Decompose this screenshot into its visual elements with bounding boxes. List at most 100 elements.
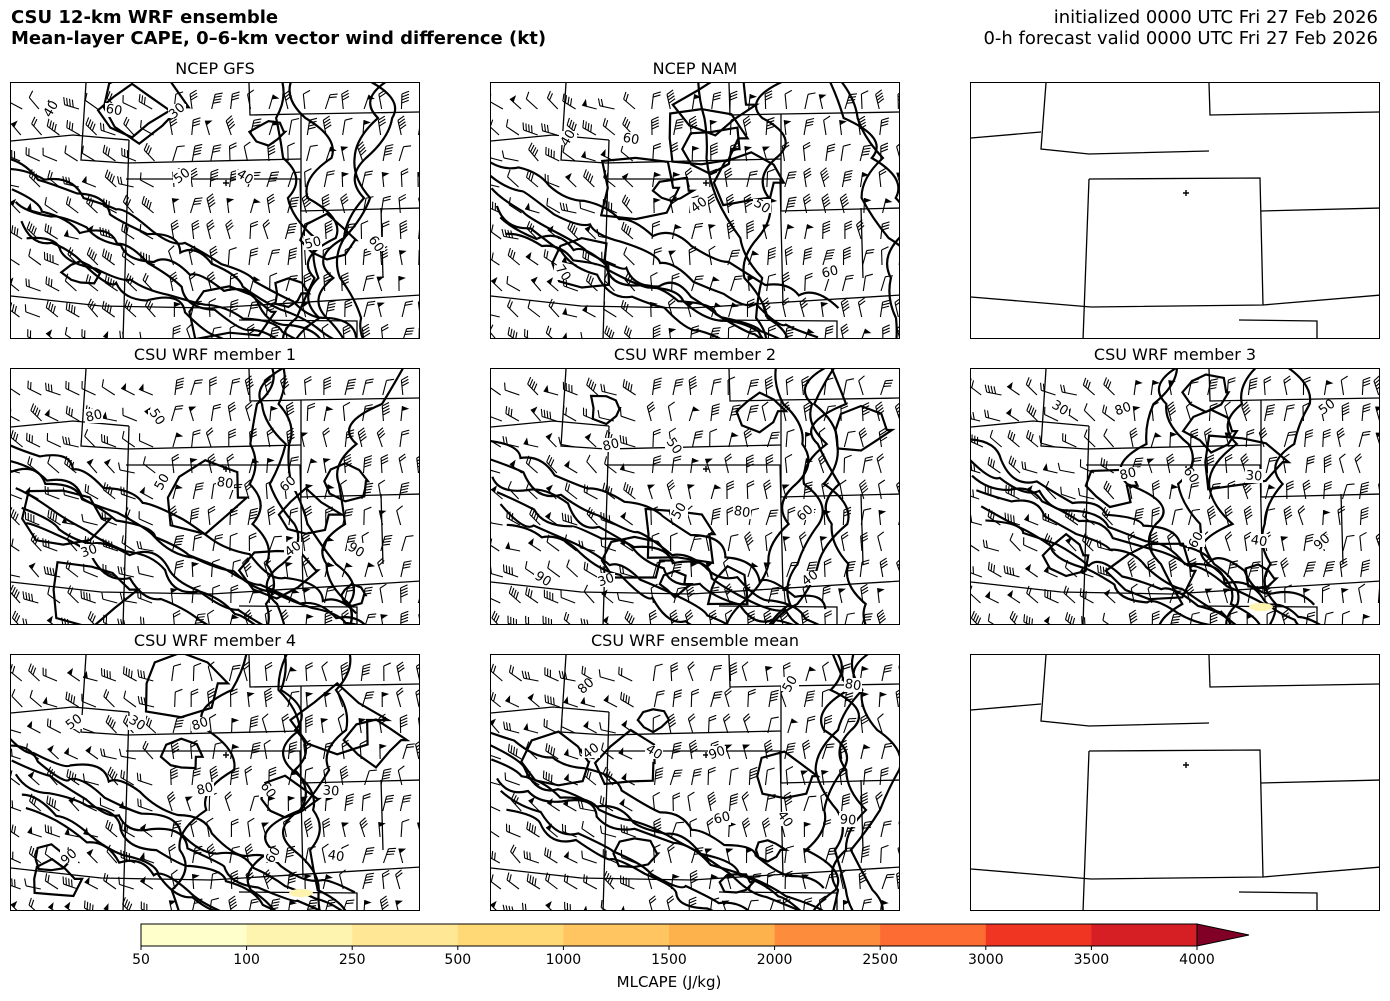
wind-barb xyxy=(1203,427,1212,448)
wind-barb xyxy=(821,479,829,500)
wind-barb xyxy=(266,171,280,188)
wind-barb xyxy=(1360,559,1371,578)
wind-barb xyxy=(300,432,309,448)
wind-barb xyxy=(1204,588,1213,604)
state-border xyxy=(1040,369,1262,450)
wind-barb xyxy=(841,847,854,864)
wind-barb xyxy=(417,713,419,734)
wind-barb xyxy=(418,224,419,240)
wind-barb xyxy=(190,300,202,318)
contour-label: 30 xyxy=(596,571,617,591)
wind-barb xyxy=(819,536,828,552)
wind-barb xyxy=(105,819,118,838)
wind-barb xyxy=(577,800,596,812)
contour-label: 50 xyxy=(780,673,801,695)
wind-barb xyxy=(320,718,329,734)
wind-barb xyxy=(491,872,502,890)
wind-barb xyxy=(244,479,253,500)
wind-barb xyxy=(783,120,792,136)
wind-barb xyxy=(761,817,771,838)
wind-barb xyxy=(670,142,679,162)
wind-barb xyxy=(896,323,899,338)
contour-label-bg xyxy=(645,745,663,759)
contour-label-bg xyxy=(670,504,688,518)
wind-barb xyxy=(45,382,61,396)
wind-barb xyxy=(1373,375,1379,396)
wind-barb xyxy=(768,689,779,708)
contour-label: 30 xyxy=(79,542,100,562)
wind-barb xyxy=(190,898,203,910)
wind-barb xyxy=(566,559,579,578)
wind-barb xyxy=(118,748,136,760)
wind-barb xyxy=(63,229,79,240)
wind-barb xyxy=(230,744,240,760)
wind-barb xyxy=(545,325,558,338)
wind-barb xyxy=(380,614,389,624)
wind-barb xyxy=(823,405,836,422)
wind-barb xyxy=(624,272,636,292)
wind-barb xyxy=(1226,560,1239,578)
contour-label: 80 xyxy=(844,677,863,694)
wind-barb xyxy=(601,742,614,760)
wind-barb xyxy=(544,847,558,864)
wind-barb xyxy=(27,456,40,474)
wind-barb xyxy=(209,168,219,188)
wind-barb xyxy=(143,142,155,162)
wind-barb xyxy=(880,820,892,838)
wind-barb xyxy=(337,713,345,734)
panel-title-ensemble-mean: CSU WRF ensemble mean xyxy=(590,631,799,650)
wind-barb xyxy=(399,714,408,734)
wind-barb xyxy=(229,688,238,708)
wind-barb xyxy=(1081,533,1094,552)
wind-barb xyxy=(268,535,282,552)
wind-barb xyxy=(840,531,849,552)
wind-barb xyxy=(602,849,618,864)
wind-barb xyxy=(44,408,59,422)
wind-barb xyxy=(746,480,755,500)
wind-barb xyxy=(11,728,22,734)
wind-barb xyxy=(820,167,830,188)
wind-barb xyxy=(1081,616,1097,624)
wind-barb xyxy=(267,249,281,266)
wind-barb xyxy=(246,692,255,708)
wind-barb xyxy=(843,612,855,624)
colorbar-segment xyxy=(1091,924,1198,946)
init-time: initialized 0000 UTC Fri 27 Feb 2026 xyxy=(1053,7,1378,28)
wind-barb xyxy=(650,272,658,292)
wind-barb xyxy=(708,276,720,292)
wind-barb xyxy=(1127,557,1137,578)
wind-barb xyxy=(647,484,656,500)
wind-barb xyxy=(192,845,203,864)
wind-barb xyxy=(123,690,137,708)
wind-barb xyxy=(583,169,595,188)
wind-barb xyxy=(265,299,275,318)
wind-barb xyxy=(507,615,523,624)
wind-barb xyxy=(491,93,504,110)
wind-barb xyxy=(668,250,677,266)
wind-barb xyxy=(971,610,983,624)
wind-barb xyxy=(11,878,21,890)
wind-barb xyxy=(1151,401,1159,422)
wind-barb xyxy=(11,610,23,624)
wind-barb xyxy=(690,458,700,474)
wind-barb xyxy=(377,479,386,500)
wind-barb xyxy=(558,436,576,448)
wind-barb xyxy=(284,222,297,240)
wind-barb xyxy=(343,453,352,474)
wind-barb xyxy=(620,300,634,318)
wind-barb xyxy=(1043,565,1058,578)
wind-barb xyxy=(783,791,793,812)
wind-barb xyxy=(379,583,387,604)
wind-barb xyxy=(491,119,500,136)
wind-barb xyxy=(742,583,751,604)
wind-barb xyxy=(363,94,375,110)
colorbar-segment xyxy=(246,924,353,946)
wind-barb xyxy=(1023,537,1038,552)
wind-barb xyxy=(652,663,663,682)
wind-barb xyxy=(11,748,21,760)
wind-barb xyxy=(765,844,774,864)
wind-barb xyxy=(602,482,616,500)
wind-barb xyxy=(1077,487,1095,500)
wind-barb xyxy=(564,901,579,910)
wind-barb xyxy=(65,405,80,422)
